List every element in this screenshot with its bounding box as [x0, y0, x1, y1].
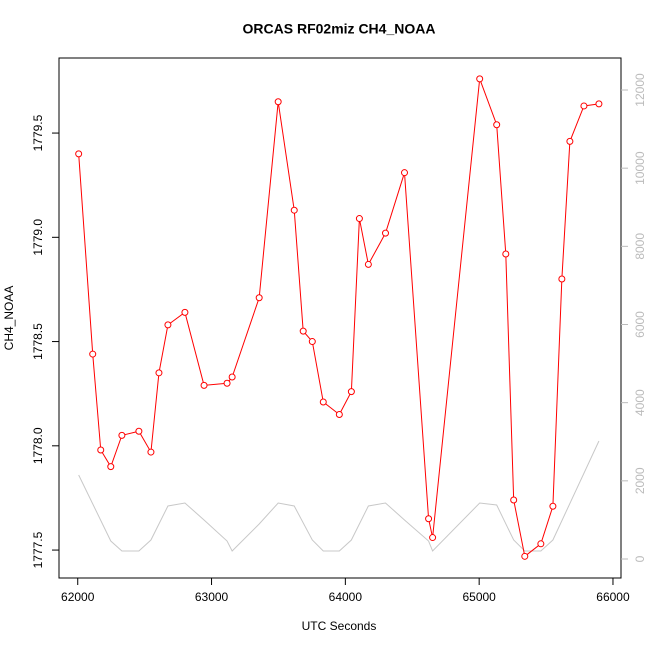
point	[502, 250, 510, 258]
point	[181, 308, 189, 316]
point	[364, 260, 372, 268]
y-tick-label: 1777.5	[31, 531, 45, 568]
point	[274, 98, 282, 106]
y2-tick-label: 2000	[633, 467, 647, 494]
point	[228, 373, 236, 381]
y2-tick-label: 0	[633, 555, 647, 562]
y2-tick-label: 12000	[633, 73, 647, 107]
y2-tick-label: 4000	[633, 389, 647, 416]
point	[510, 496, 518, 504]
point	[400, 169, 408, 177]
point	[537, 540, 545, 548]
point	[558, 275, 566, 283]
point	[223, 379, 231, 387]
point	[147, 448, 155, 456]
point	[521, 552, 529, 560]
point	[335, 411, 343, 419]
series-line	[78, 78, 599, 558]
y2-tick-label: 8000	[633, 233, 647, 260]
point	[107, 463, 115, 471]
point	[200, 381, 208, 389]
y-tick-label: 1779.5	[31, 114, 45, 151]
point	[355, 215, 363, 223]
point	[347, 388, 355, 396]
point	[89, 350, 97, 358]
chart-title: ORCAS RF02miz CH4_NOAA	[243, 21, 436, 37]
point	[381, 229, 389, 237]
x-tick-label: 62000	[61, 590, 95, 604]
point	[97, 446, 105, 454]
point	[425, 515, 433, 523]
series-line	[78, 440, 600, 552]
point	[476, 75, 484, 83]
point	[164, 321, 172, 329]
point	[580, 102, 588, 110]
x-axis-label: UTC Seconds	[302, 619, 377, 633]
y-axis-label: CH4_NOAA	[2, 286, 16, 351]
point	[118, 431, 126, 439]
point	[319, 398, 327, 406]
point	[429, 534, 437, 542]
x-tick-label: 65000	[462, 590, 496, 604]
point	[290, 206, 298, 214]
plot-frame	[58, 57, 622, 579]
point	[308, 338, 316, 346]
point	[566, 137, 574, 145]
point	[75, 150, 83, 158]
x-tick-label: 66000	[596, 590, 630, 604]
point	[255, 294, 263, 302]
y-tick-label: 1778.0	[31, 427, 45, 464]
y2-tick-label: 6000	[633, 311, 647, 338]
x-tick-label: 63000	[195, 590, 229, 604]
point	[135, 427, 143, 435]
x-tick-label: 64000	[329, 590, 363, 604]
point	[299, 327, 307, 335]
y2-tick-label: 10000	[633, 151, 647, 185]
point	[595, 100, 603, 108]
y-tick-label: 1778.5	[31, 323, 45, 360]
point	[155, 369, 163, 377]
point	[549, 502, 557, 510]
point	[493, 121, 501, 129]
y-tick-label: 1779.0	[31, 219, 45, 256]
